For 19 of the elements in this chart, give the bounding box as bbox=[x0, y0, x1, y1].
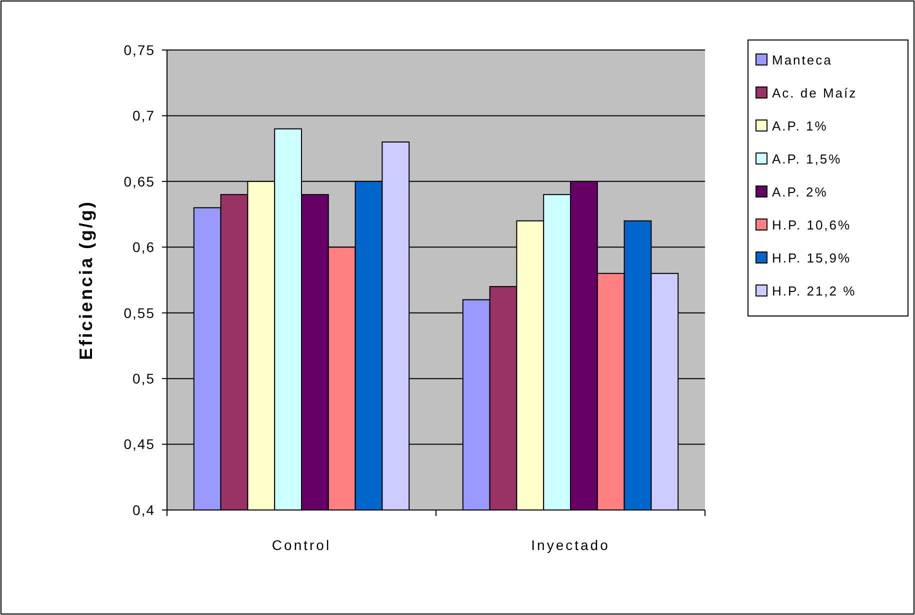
x-tick-label: Control bbox=[272, 537, 332, 553]
legend-label: H.P. 21,2 % bbox=[772, 284, 856, 299]
legend-label: Ac. de Maíz bbox=[772, 86, 858, 101]
y-tick-label: 0,45 bbox=[124, 436, 155, 452]
x-tick-label: Inyectado bbox=[531, 537, 610, 553]
legend-label: A.P. 2% bbox=[772, 184, 828, 200]
y-tick-label: 0,4 bbox=[132, 502, 155, 518]
y-tick-label: 0,65 bbox=[124, 173, 155, 190]
legend-label: H.P. 15,9% bbox=[772, 250, 852, 266]
y-tick-label: 0,55 bbox=[124, 304, 155, 321]
y-tick-label: 0,7 bbox=[132, 108, 155, 124]
legend-label: A.P. 1,5% bbox=[772, 152, 842, 167]
y-tick-label: 0,5 bbox=[132, 370, 155, 386]
legend-label: Manteca bbox=[772, 52, 832, 68]
y-tick-label: 0,6 bbox=[132, 239, 155, 256]
legend-label: A.P. 1% bbox=[772, 118, 828, 134]
legend-label: H.P. 10,6% bbox=[772, 218, 852, 233]
y-tick-label: 0,75 bbox=[124, 42, 155, 58]
y-axis-title: Eficiencia (g/g) bbox=[76, 200, 96, 360]
